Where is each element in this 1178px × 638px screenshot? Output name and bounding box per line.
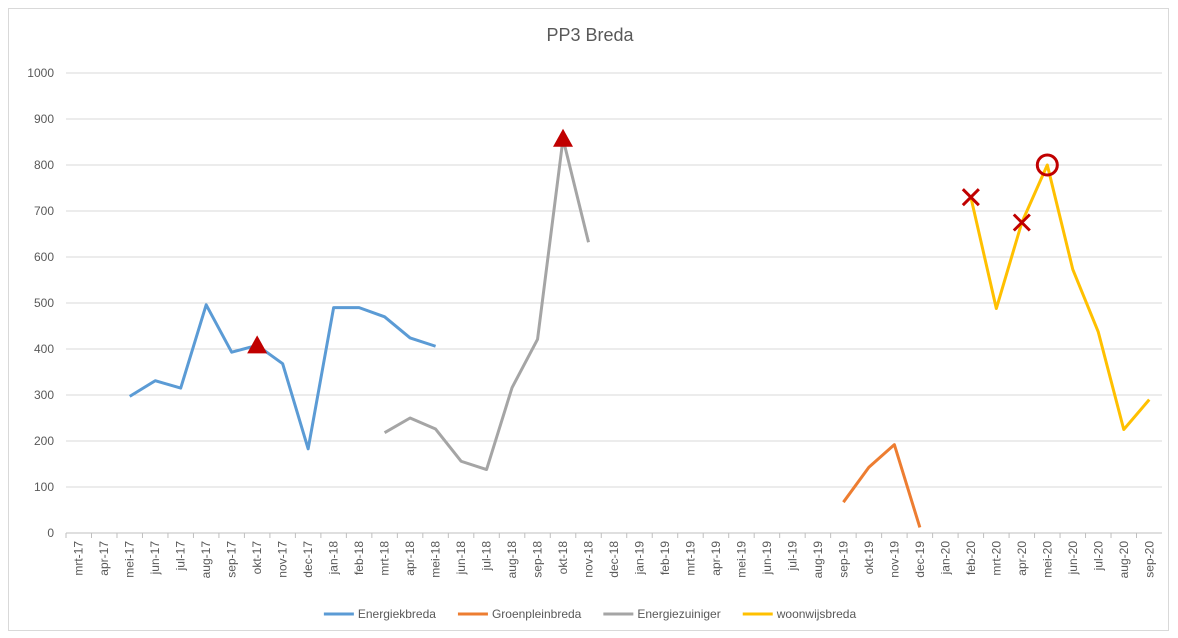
x-tick-label: apr-20 bbox=[1015, 541, 1029, 576]
x-tick-label: jun-19 bbox=[760, 541, 774, 576]
x-tick-label: jan-19 bbox=[632, 541, 646, 576]
x-tick-label: jul-18 bbox=[480, 541, 494, 572]
y-tick-label: 700 bbox=[34, 204, 54, 218]
x-tick-label: jun-17 bbox=[148, 541, 162, 576]
y-tick-label: 200 bbox=[34, 434, 54, 448]
x-tick-label: jun-20 bbox=[1066, 541, 1080, 576]
y-tick-label: 1000 bbox=[27, 66, 54, 80]
legend-label: Energiekbreda bbox=[358, 607, 436, 621]
x-tick-label: mrt-20 bbox=[989, 541, 1003, 576]
line-series bbox=[383, 137, 590, 472]
x-tick-label: sep-20 bbox=[1142, 541, 1156, 578]
x-tick-label: aug-19 bbox=[811, 541, 825, 579]
x-tick-label: jul-17 bbox=[174, 541, 188, 572]
x-tick-label: sep-19 bbox=[836, 541, 850, 578]
x-tick-label: okt-19 bbox=[862, 541, 876, 575]
x-tick-label: jul-20 bbox=[1091, 541, 1105, 572]
marker-cross bbox=[961, 188, 980, 207]
x-tick-label: feb-19 bbox=[658, 541, 672, 575]
x-tick-label: okt-18 bbox=[556, 541, 570, 575]
y-tick-label: 400 bbox=[34, 342, 54, 356]
y-tick-label: 600 bbox=[34, 250, 54, 264]
x-tick-label: dec-17 bbox=[301, 541, 315, 578]
x-tick-label: jan-20 bbox=[938, 541, 952, 576]
y-tick-label: 800 bbox=[34, 158, 54, 172]
x-tick-label: mei-18 bbox=[429, 541, 443, 578]
x-tick-label: dec-19 bbox=[913, 541, 927, 578]
x-tick-label: jan-18 bbox=[327, 541, 341, 576]
x-tick-label: sep-18 bbox=[531, 541, 545, 578]
chart-border bbox=[8, 8, 1169, 631]
x-tick-label: mrt-17 bbox=[72, 541, 86, 576]
line-series bbox=[842, 443, 922, 528]
y-tick-label: 300 bbox=[34, 388, 54, 402]
x-tick-label: aug-20 bbox=[1117, 541, 1131, 579]
line-series bbox=[969, 163, 1151, 431]
x-tick-label: mei-17 bbox=[123, 541, 137, 578]
x-tick-label: nov-17 bbox=[276, 541, 290, 578]
x-tick-label: aug-17 bbox=[199, 541, 213, 579]
y-tick-label: 0 bbox=[47, 526, 54, 540]
x-tick-label: okt-17 bbox=[250, 541, 264, 575]
x-tick-label: nov-18 bbox=[582, 541, 596, 578]
x-tick-label: feb-18 bbox=[352, 541, 366, 575]
y-tick-label: 100 bbox=[34, 480, 54, 494]
x-tick-label: apr-17 bbox=[97, 541, 111, 576]
x-tick-label: mrt-18 bbox=[378, 541, 392, 576]
x-tick-label: apr-18 bbox=[403, 541, 417, 576]
x-tick-label: feb-20 bbox=[964, 541, 978, 575]
x-tick-label: apr-19 bbox=[709, 541, 723, 576]
x-tick-label: jun-18 bbox=[454, 541, 468, 576]
x-tick-label: nov-19 bbox=[887, 541, 901, 578]
y-tick-label: 500 bbox=[34, 296, 54, 310]
x-tick-label: aug-18 bbox=[505, 541, 519, 579]
marker-triangle bbox=[553, 128, 574, 147]
x-tick-label: sep-17 bbox=[225, 541, 239, 578]
x-tick-label: mei-20 bbox=[1040, 541, 1054, 578]
legend-label: Energiezuiniger bbox=[637, 607, 720, 621]
x-tick-label: mrt-19 bbox=[683, 541, 697, 576]
marker-cross bbox=[1012, 213, 1031, 232]
marker-triangle bbox=[247, 335, 268, 354]
x-tick-label: jul-19 bbox=[785, 541, 799, 572]
legend-label: woonwijsbreda bbox=[776, 607, 857, 621]
x-tick-label: dec-18 bbox=[607, 541, 621, 578]
legend-label: Groenpleinbreda bbox=[492, 607, 582, 621]
y-tick-label: 900 bbox=[34, 112, 54, 126]
marker-circle bbox=[1035, 153, 1059, 177]
line-series bbox=[128, 303, 437, 451]
x-tick-label: mei-19 bbox=[734, 541, 748, 578]
chart-title: PP3 Breda bbox=[546, 25, 634, 45]
